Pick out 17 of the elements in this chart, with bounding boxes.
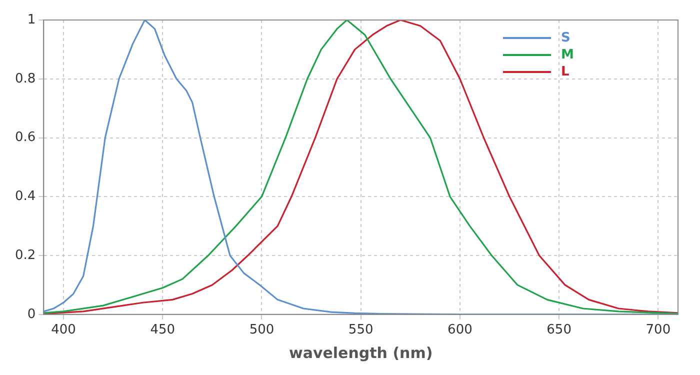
y-tick-label: 0.4 — [14, 189, 36, 204]
x-tick-label: 650 — [546, 322, 572, 338]
x-tick-label: 450 — [150, 322, 176, 338]
y-tick-label: 0 — [27, 306, 36, 322]
y-tick-label: 0.8 — [14, 71, 36, 86]
legend-label: L — [561, 64, 570, 80]
y-tick-label: 0.6 — [14, 130, 36, 146]
x-tick-label: 400 — [51, 322, 76, 338]
legend-label: S — [561, 30, 570, 46]
y-tick-label: 0.2 — [14, 248, 36, 263]
x-tick-label: 600 — [448, 322, 472, 338]
x-tick-label: 500 — [249, 322, 274, 338]
x-tick-label: 700 — [646, 322, 671, 338]
x-tick-label: 550 — [348, 322, 374, 338]
x-axis-title: wavelength (nm) — [288, 344, 433, 362]
legend-label: M — [561, 47, 574, 62]
y-tick-label: 1 — [27, 12, 36, 28]
